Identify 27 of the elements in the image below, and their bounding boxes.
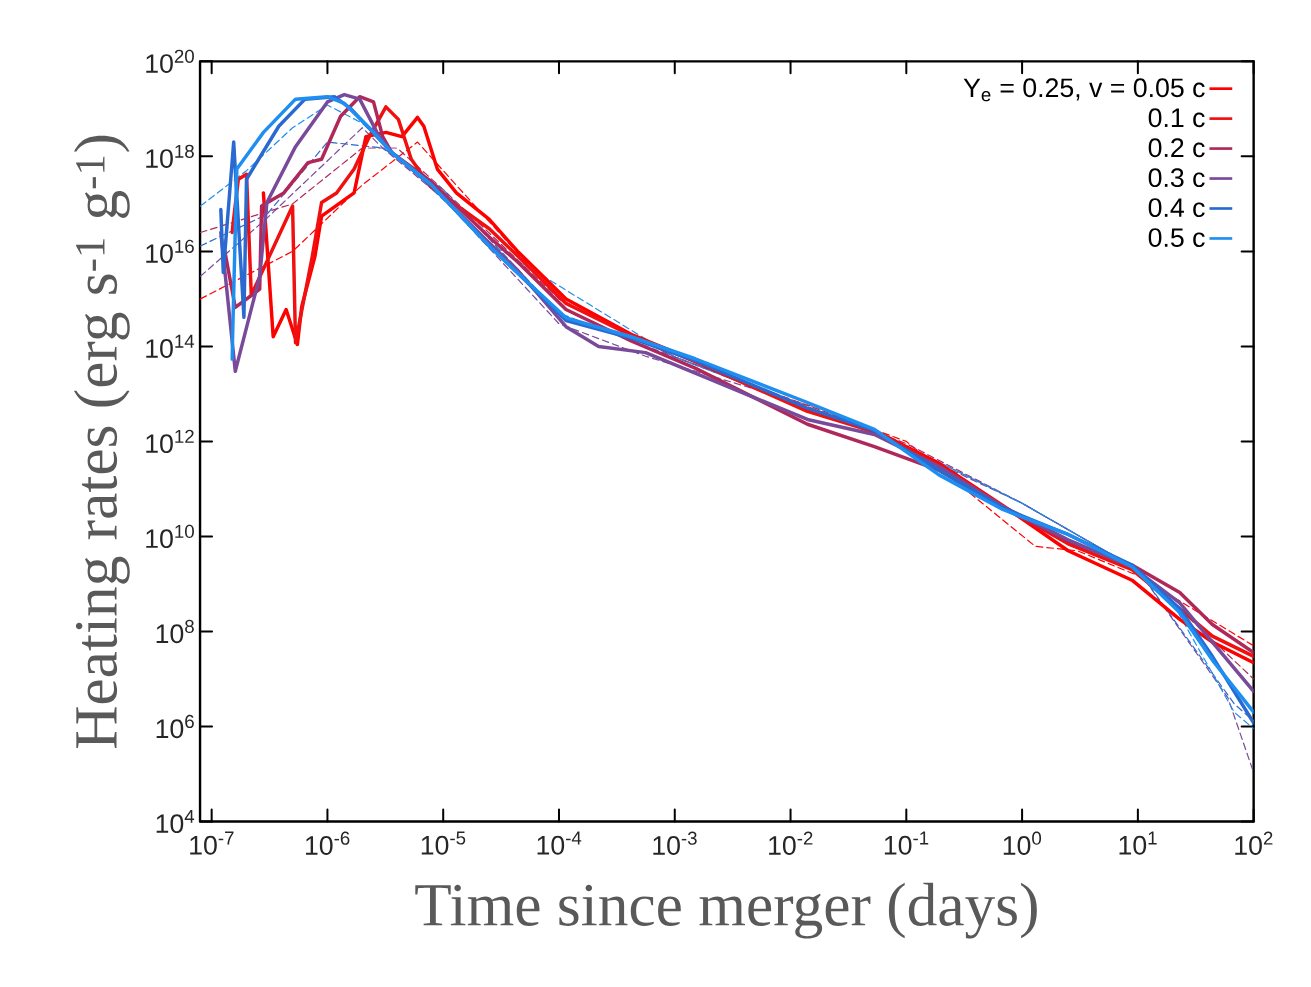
x-tick-label: 10$^{-2}$ [769,831,813,855]
y-tick-label: 10$^{18}$ [146,144,194,169]
x-tick-label: 10$^{-7}$ [190,831,234,855]
y-tick-label: 10$^{20}$ [146,49,194,74]
legend-label: Y$_{e}$ = 0.25, v = 0.05 c [963,78,1205,102]
y-tick-label: 10$^{6}$ [156,714,194,739]
legend-label: 0.3 c [1148,168,1205,188]
x-tick-label: 10$^{-3}$ [653,831,697,855]
x-tick-label: 10$^{-4}$ [537,831,582,855]
y-tick-label: 10$^{10}$ [146,524,194,549]
legend-label: 0.5 c [1148,228,1205,248]
x-tick-label: 10$^{-1}$ [884,831,929,855]
x-axis-title: Time since merger (days) [415,882,1037,939]
x-tick-label: 10$^{2}$ [1235,831,1273,855]
y-tick-label: 10$^{16}$ [146,239,194,264]
y-tick-label: 10$^{12}$ [146,429,194,454]
x-tick-label: 10$^{1}$ [1119,831,1157,855]
x-tick-label: 10$^{-5}$ [421,831,466,855]
y-tick-label: 10$^{4}$ [156,810,195,834]
y-tick-label: 10$^{14}$ [146,334,195,359]
y-tick-label: 10$^{8}$ [156,619,194,644]
legend-label: 0.2 c [1148,138,1205,158]
legend-label: 0.1 c [1148,108,1205,128]
x-tick-label: 10$^{0}$ [1003,831,1042,855]
y-axis-title: Heating rates (erg s$^{-1}$ g$^{-1}$) [73,135,130,749]
legend-label: 0.4 c [1148,198,1205,218]
x-tick-label: 10$^{-6}$ [305,831,350,855]
